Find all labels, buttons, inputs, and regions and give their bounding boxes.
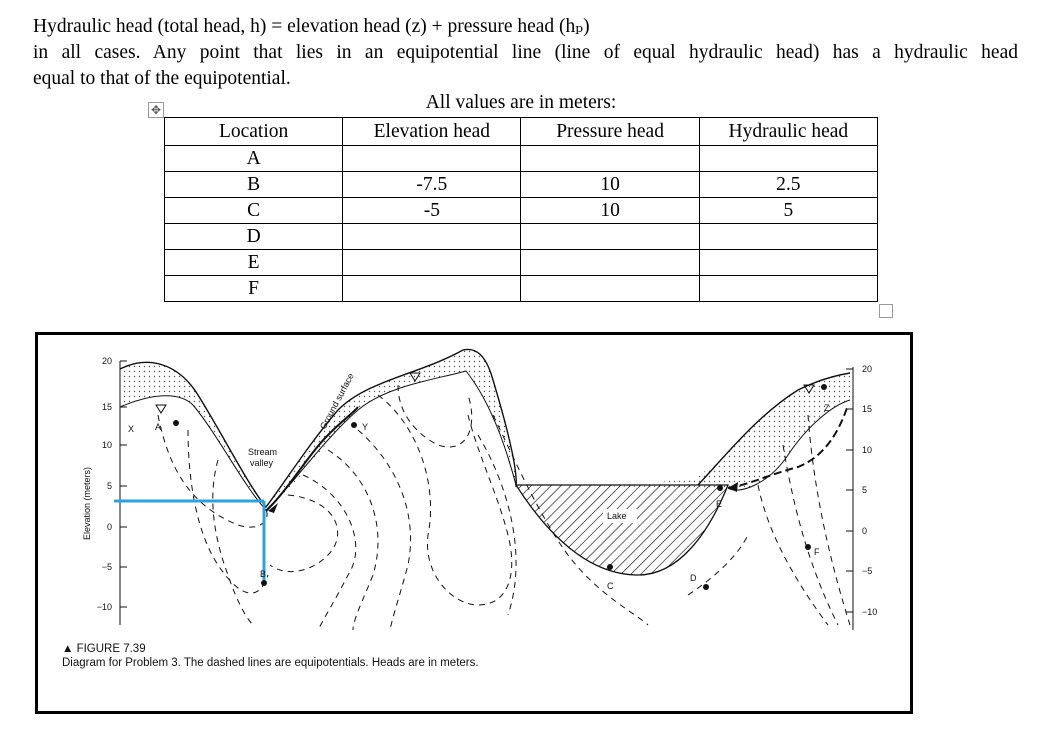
flow-arrow-icon <box>728 482 738 492</box>
right-axis-ticks <box>846 368 853 613</box>
table-cell[interactable] <box>698 275 879 302</box>
water-table-line-right <box>727 399 851 491</box>
table-cell[interactable] <box>342 249 522 276</box>
table-cell[interactable]: 10 <box>520 197 700 224</box>
right-tick-label: 10 <box>862 445 872 455</box>
table-cell[interactable]: 2.5 <box>698 171 879 198</box>
point-label-a: A <box>155 422 161 432</box>
left-tick-label: 0 <box>107 522 112 532</box>
water-table-line <box>119 370 517 511</box>
table-cell[interactable]: -5 <box>342 197 522 224</box>
table-cell[interactable]: B <box>163 171 344 198</box>
header-location: Location <box>163 117 344 146</box>
figure-caption-text: Diagram for Problem 3. The dashed lines … <box>62 657 479 669</box>
flow-arrow-icon <box>268 503 278 513</box>
left-tick-label: 15 <box>102 402 112 412</box>
axis-title: Elevation (meters) <box>82 467 92 540</box>
table-caption: All values are in meters: <box>425 92 617 113</box>
table-cell[interactable] <box>342 145 522 172</box>
table-cell[interactable]: -7.5 <box>342 171 522 198</box>
heads-table: Location Elevation head Pressure head Hy… <box>163 117 879 302</box>
right-tick-label: −10 <box>862 607 877 617</box>
table-cell[interactable] <box>698 145 879 172</box>
point-label-c: C <box>607 581 614 591</box>
point-label-x: X <box>128 424 134 434</box>
lake-label-bg <box>603 509 637 523</box>
table-cell[interactable] <box>698 249 879 276</box>
table-row: F <box>163 275 879 302</box>
table-header-row: Location Elevation head Pressure head Hy… <box>163 117 879 146</box>
flow-lines <box>265 404 849 512</box>
table-cell[interactable] <box>698 223 879 250</box>
points <box>173 384 827 590</box>
table-cell[interactable]: 5 <box>698 197 879 224</box>
ground-surface-line-right <box>697 372 851 486</box>
right-tick-label: 5 <box>862 485 867 495</box>
groundwater-diagram: 20 15 10 5 0 −5 −10 Elevation (meters) 2… <box>82 348 877 631</box>
left-tick-label: −10 <box>97 602 112 612</box>
table-row: B -7.5 10 2.5 <box>163 171 879 198</box>
lake <box>514 484 729 576</box>
header-elevation-head: Elevation head <box>342 117 522 146</box>
table-cell[interactable]: C <box>163 197 344 224</box>
point-label-b: B <box>260 569 266 579</box>
table-cell[interactable] <box>342 275 522 302</box>
point-label-e: E <box>716 499 722 509</box>
intro-line-3: equal to that of the equipotential. <box>33 68 291 89</box>
table-cell[interactable] <box>520 249 700 276</box>
table-row: C -5 10 5 <box>163 197 879 224</box>
point-label-z: Z <box>824 403 830 413</box>
table-cell[interactable]: A <box>163 145 344 172</box>
intro-text: Hydraulic head (total head, h) = elevati… <box>33 14 1018 92</box>
table-cell[interactable] <box>520 275 700 302</box>
stream-valley-line-2: valley <box>250 458 274 468</box>
point-label-d: D <box>690 573 697 583</box>
table-cell[interactable]: 10 <box>520 171 700 198</box>
stream-valley-label: Stream valley <box>248 447 280 468</box>
header-pressure-head: Pressure head <box>520 117 700 146</box>
left-tick-label: −5 <box>102 562 112 572</box>
figure-7-39: 20 15 10 5 0 −5 −10 Elevation (meters) 2… <box>35 332 913 714</box>
stream-valley-line-1: Stream <box>248 447 277 457</box>
left-tick-label: 10 <box>102 440 112 450</box>
table-row: A <box>163 145 879 172</box>
water-table-markers <box>155 372 815 414</box>
table-move-handle-icon[interactable]: ✥ <box>148 102 164 118</box>
intro-line-1: Hydraulic head (total head, h) = elevati… <box>33 16 590 37</box>
table-cell[interactable] <box>342 223 522 250</box>
equipotential-lines <box>157 384 851 631</box>
table-cell[interactable] <box>520 145 700 172</box>
table-resize-handle-icon[interactable] <box>879 304 893 318</box>
table-row: E <box>163 249 879 276</box>
point-label-y: Y <box>362 422 368 432</box>
left-tick-label: 20 <box>102 356 112 366</box>
lake-label: Lake <box>607 511 627 521</box>
figure-caption: ▲ FIGURE 7.39 Diagram for Problem 3. The… <box>62 642 479 670</box>
right-tick-label: 20 <box>862 364 872 374</box>
figure-caption-title: ▲ FIGURE 7.39 <box>62 643 146 655</box>
table-row: D <box>163 223 879 250</box>
left-tick-label: 5 <box>107 481 112 491</box>
table-cell[interactable]: F <box>163 275 344 302</box>
header-hydraulic-head: Hydraulic head <box>698 117 879 146</box>
intro-line-2: in all cases. Any point that lies in an … <box>33 42 1018 63</box>
table-cell[interactable]: D <box>163 223 344 250</box>
table-cell[interactable] <box>520 223 700 250</box>
right-tick-label: 15 <box>862 404 872 414</box>
right-tick-label: −5 <box>862 566 872 576</box>
ground-surface-line <box>119 348 517 509</box>
right-tick-label: 0 <box>862 526 867 536</box>
table-cell[interactable]: E <box>163 249 344 276</box>
point-label-f: F <box>814 547 820 557</box>
